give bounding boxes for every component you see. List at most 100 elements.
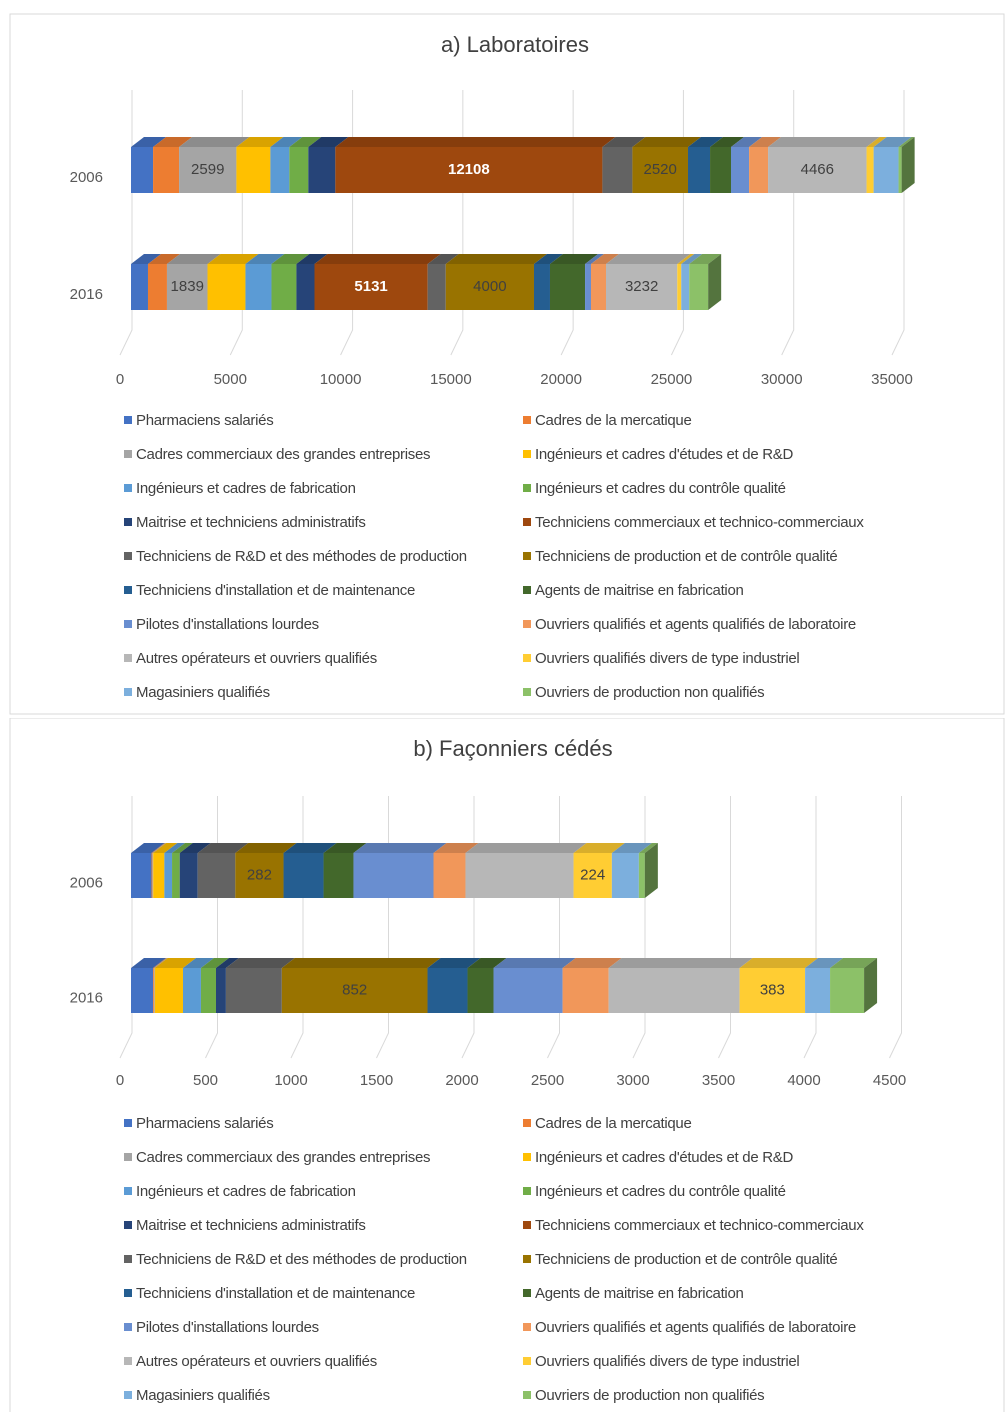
legend-label: Ingénieurs et cadres d'études et de R&D [535, 1149, 793, 1166]
legend-label: Magasiniers qualifiés [136, 1387, 270, 1404]
legend-swatch [523, 1221, 531, 1229]
legend-label: Ingénieurs et cadres du contrôle qualité [535, 1183, 786, 1200]
bar-top [591, 254, 620, 264]
data-label: 12108 [448, 161, 490, 178]
bar-segment [270, 147, 290, 193]
legend-label: Techniciens de R&D et des méthodes de pr… [136, 548, 467, 565]
bar-segment [873, 147, 899, 193]
legend-label: Techniciens d'installation et de mainten… [136, 1285, 415, 1302]
bar-top [710, 137, 744, 147]
bar-segment [445, 264, 534, 310]
x-tick-label: 1000 [274, 1072, 307, 1089]
bar-segment [730, 147, 750, 193]
bar-segment [131, 264, 148, 310]
data-label: 852 [342, 981, 367, 998]
legend-label: Pilotes d'installations lourdes [136, 1319, 319, 1336]
legend-label: Maitrise et techniciens administratifs [136, 1217, 366, 1234]
bar-top [207, 254, 259, 264]
legend-swatch [124, 518, 132, 526]
data-label: 282 [247, 866, 272, 883]
bar-segment [465, 853, 574, 898]
bar-segment [289, 147, 309, 193]
legend-swatch [523, 1357, 531, 1365]
legend-swatch [523, 450, 531, 458]
bar-segment [215, 968, 226, 1013]
legend-swatch [124, 1153, 132, 1161]
bar-top [465, 843, 587, 853]
bar-segment [164, 853, 173, 898]
bar-top [153, 137, 193, 147]
grid-line [718, 796, 731, 1059]
data-label: 224 [580, 866, 605, 883]
bar-segment [866, 147, 874, 193]
chart-title: a) Laboratoires [441, 32, 589, 57]
legend-swatch [124, 586, 132, 594]
legend-label: Cadres commerciaux des grandes entrepris… [136, 1149, 430, 1166]
bar-top [681, 254, 703, 264]
bar-segment [131, 147, 154, 193]
bar-side [708, 254, 722, 310]
grid-line [803, 796, 817, 1059]
bar-segment [235, 853, 284, 898]
bar-top [323, 843, 367, 853]
bar-segment [830, 968, 865, 1013]
bar-segment [493, 968, 563, 1013]
bar-segment [153, 853, 165, 898]
bar-segment [768, 147, 867, 193]
bar-segment [585, 264, 592, 310]
bar-segment [549, 264, 586, 310]
legend-swatch [523, 1255, 531, 1263]
bar-segment [179, 147, 237, 193]
legend-swatch [523, 552, 531, 560]
bar-segment [710, 147, 731, 193]
bar-top [573, 843, 625, 853]
bar-segment [236, 147, 271, 193]
x-tick-label: 1500 [360, 1072, 393, 1089]
bar-top [179, 137, 250, 147]
data-label: 3232 [625, 278, 658, 295]
legend-label: Autres opérateurs et ouvriers qualifiés [136, 650, 377, 667]
legend-label: Ouvriers qualifiés divers de type indust… [535, 1353, 799, 1370]
x-tick-label: 10000 [320, 371, 362, 388]
bar-top [739, 958, 819, 968]
legend-label: Agents de maitrise en fabrication [535, 1285, 744, 1302]
bar-top [866, 137, 887, 147]
bar-top [427, 254, 459, 264]
bar-segment [602, 147, 633, 193]
bar-top [689, 254, 722, 264]
bar-top [608, 958, 753, 968]
data-label: 5131 [354, 278, 387, 295]
bar-top [353, 843, 447, 853]
legend-label: Ingénieurs et cadres du contrôle qualité [535, 480, 786, 497]
legend-swatch [523, 416, 531, 424]
bar-top [533, 254, 563, 264]
bar-side [644, 843, 658, 898]
legend-swatch [124, 1221, 132, 1229]
x-tick-label: 0 [116, 1072, 124, 1089]
legend-swatch [124, 552, 132, 560]
legend-label: Ouvriers qualifiés et agents qualifiés d… [535, 616, 856, 633]
legend-swatch [124, 1119, 132, 1127]
bar-segment [131, 853, 152, 898]
x-tick-label: 2000 [445, 1072, 478, 1089]
data-label: 4000 [473, 278, 506, 295]
bar-segment [898, 147, 902, 193]
bar-segment [638, 853, 645, 898]
legend-swatch [523, 654, 531, 662]
legend-swatch [523, 1391, 531, 1399]
legend-swatch [124, 484, 132, 492]
bar-segment [687, 147, 711, 193]
bar-segment [179, 853, 198, 898]
bar-top [638, 843, 658, 853]
bar-segment [182, 968, 201, 1013]
bar-top [632, 137, 701, 147]
legend-swatch [124, 688, 132, 696]
bar-top [271, 254, 310, 264]
legend-label: Techniciens de production et de contrôle… [535, 1251, 837, 1268]
bar-segment [433, 853, 466, 898]
bar-segment [151, 853, 153, 898]
legend-label: Techniciens de production et de contrôle… [535, 548, 837, 565]
bar-top [830, 958, 878, 968]
legend-swatch [523, 1153, 531, 1161]
